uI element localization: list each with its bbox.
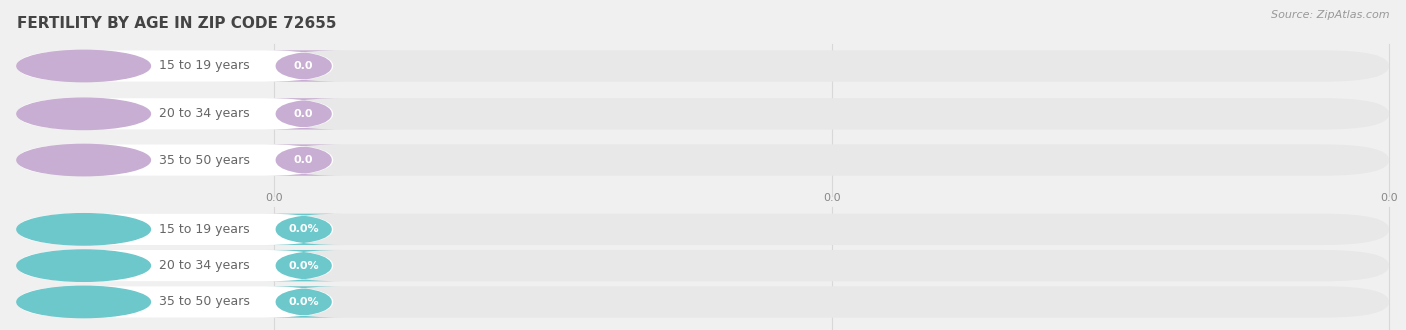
FancyBboxPatch shape: [17, 98, 1389, 129]
Text: 15 to 19 years: 15 to 19 years: [159, 223, 249, 236]
FancyBboxPatch shape: [17, 50, 1389, 82]
Text: 0.0: 0.0: [294, 109, 314, 119]
Text: 0.0: 0.0: [823, 193, 841, 203]
Text: Source: ZipAtlas.com: Source: ZipAtlas.com: [1271, 10, 1389, 20]
FancyBboxPatch shape: [17, 286, 333, 317]
FancyBboxPatch shape: [264, 286, 343, 317]
Text: 20 to 34 years: 20 to 34 years: [159, 259, 249, 272]
FancyBboxPatch shape: [264, 145, 343, 176]
FancyBboxPatch shape: [264, 98, 343, 129]
FancyBboxPatch shape: [17, 214, 333, 245]
Text: 0.0%: 0.0%: [288, 261, 319, 271]
Circle shape: [17, 286, 150, 317]
Text: 0.0%: 0.0%: [288, 297, 319, 307]
Circle shape: [17, 214, 150, 245]
Circle shape: [17, 250, 150, 281]
Text: 0.0%: 0.0%: [288, 224, 319, 234]
Text: 35 to 50 years: 35 to 50 years: [159, 153, 250, 167]
FancyBboxPatch shape: [17, 286, 1389, 317]
FancyBboxPatch shape: [264, 214, 343, 245]
Circle shape: [17, 98, 150, 130]
FancyBboxPatch shape: [17, 250, 1389, 281]
FancyBboxPatch shape: [17, 250, 333, 281]
FancyBboxPatch shape: [264, 50, 343, 82]
Circle shape: [17, 50, 150, 82]
FancyBboxPatch shape: [17, 145, 333, 176]
Circle shape: [17, 144, 150, 176]
Text: 20 to 34 years: 20 to 34 years: [159, 107, 249, 120]
Text: 15 to 19 years: 15 to 19 years: [159, 59, 249, 73]
FancyBboxPatch shape: [17, 50, 333, 82]
Text: FERTILITY BY AGE IN ZIP CODE 72655: FERTILITY BY AGE IN ZIP CODE 72655: [17, 16, 336, 31]
Text: 0.0: 0.0: [1381, 193, 1398, 203]
Text: 0.0: 0.0: [266, 193, 283, 203]
Text: 35 to 50 years: 35 to 50 years: [159, 295, 250, 309]
FancyBboxPatch shape: [17, 145, 1389, 176]
Text: 0.0: 0.0: [294, 61, 314, 71]
FancyBboxPatch shape: [17, 214, 1389, 245]
FancyBboxPatch shape: [17, 98, 333, 129]
Text: 0.0: 0.0: [294, 155, 314, 165]
FancyBboxPatch shape: [264, 250, 343, 281]
